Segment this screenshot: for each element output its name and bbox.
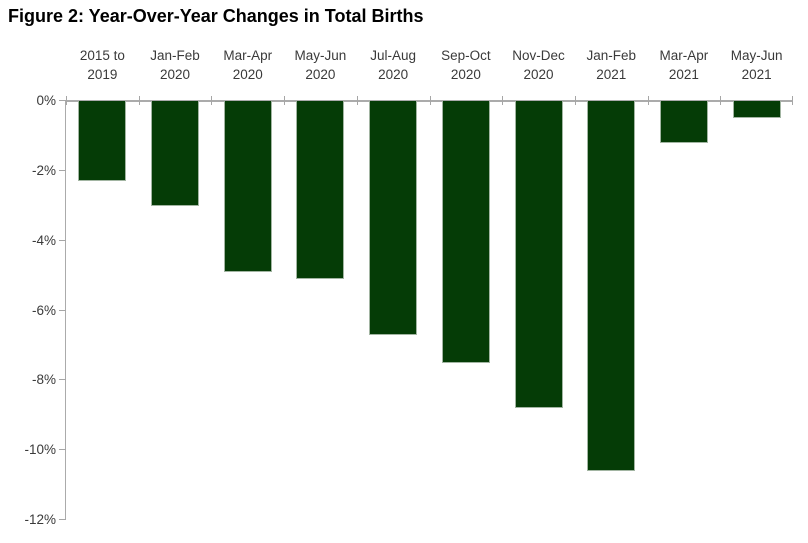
y-axis-label: -12% xyxy=(24,512,56,527)
y-axis-label: -10% xyxy=(24,442,56,457)
y-axis-ticks xyxy=(0,0,66,543)
y-axis-label: -8% xyxy=(31,372,56,387)
chart-title: Figure 2: Year-Over-Year Changes in Tota… xyxy=(8,6,424,26)
category-labels: 2015 to 2019 Jan-Feb 2020 Mar-Apr 2020 May-Jun… xyxy=(66,0,793,90)
x-axis-tick xyxy=(575,96,576,105)
bar-sep-oct-2020 xyxy=(441,101,490,363)
x-axis-tick xyxy=(792,96,793,105)
x-axis-tick xyxy=(357,96,358,105)
y-axis-label: 0% xyxy=(36,93,56,108)
bar-jul-aug-2020 xyxy=(369,101,418,335)
x-axis-tick xyxy=(502,96,503,105)
category-label: 2015 to 2019 xyxy=(79,48,125,82)
x-axis-tick xyxy=(139,96,140,105)
bar-may-jun-2021 xyxy=(732,101,781,118)
x-axis-tick xyxy=(430,96,431,105)
bar-jan-feb-2020 xyxy=(151,101,200,206)
y-axis-tick xyxy=(59,310,66,311)
bar-mar-apr-2020 xyxy=(223,101,272,272)
x-axis-tick xyxy=(66,96,67,105)
bar-jan-feb-2021 xyxy=(587,101,636,471)
y-axis-tick xyxy=(59,170,66,171)
bar-may-jun-2020 xyxy=(296,101,345,279)
y-axis-tick xyxy=(59,519,66,520)
y-axis-label: -6% xyxy=(31,303,56,318)
bar-nov-dec-2020 xyxy=(514,101,563,408)
category-label: Jan-Feb 2020 xyxy=(150,48,200,82)
x-axis-tick xyxy=(648,96,649,105)
x-axis-ticks xyxy=(66,0,793,110)
bar-2015-to-2019 xyxy=(78,101,127,181)
category-label: Sep-Oct 2020 xyxy=(441,48,491,82)
bar-mar-apr-2021 xyxy=(659,101,708,143)
category-label: Jul-Aug 2020 xyxy=(370,48,417,82)
y-axis-tick xyxy=(59,449,66,450)
category-label: Jan-Feb 2021 xyxy=(586,48,636,82)
y-axis-labels: 0% -2% -4% -6% -8% -10% -12% xyxy=(0,0,66,543)
category-label: May-Jun 2021 xyxy=(730,48,783,82)
y-axis-tick xyxy=(59,240,66,241)
category-label: May-Jun 2020 xyxy=(294,48,347,82)
y-axis-tick xyxy=(59,379,66,380)
x-axis-line xyxy=(66,100,793,102)
y-axis-label: -4% xyxy=(31,233,56,248)
category-label: Nov-Dec 2020 xyxy=(512,48,565,82)
x-axis-tick xyxy=(720,96,721,105)
x-axis-tick xyxy=(211,96,212,105)
category-label: Mar-Apr 2021 xyxy=(659,48,709,82)
y-axis-tick xyxy=(59,100,66,101)
category-label: Mar-Apr 2020 xyxy=(223,48,273,82)
bars-layer xyxy=(66,101,793,520)
y-axis-label: -2% xyxy=(31,163,56,178)
x-axis-tick xyxy=(284,96,285,105)
